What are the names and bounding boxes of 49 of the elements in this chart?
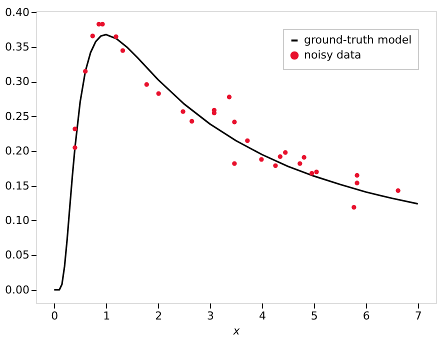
point xyxy=(352,204,356,210)
point xyxy=(354,173,360,178)
point xyxy=(226,94,232,100)
point xyxy=(310,170,314,176)
point xyxy=(283,150,288,155)
legend-label: noisy data xyxy=(304,48,362,62)
line-series xyxy=(53,34,419,291)
point xyxy=(100,22,105,27)
y-tick-label: 0.40 xyxy=(5,6,30,19)
x-tick-label: 4 xyxy=(258,310,266,322)
y-tick-label: 0.35 xyxy=(5,40,30,54)
x-tick-label: 0 xyxy=(51,310,58,322)
y-tick-label: 0.25 xyxy=(5,110,30,123)
x-axis-title: x xyxy=(232,324,240,338)
x-tick-label: 1 xyxy=(103,310,110,322)
legend-label: ground-truth model xyxy=(304,34,412,46)
point xyxy=(302,155,306,160)
y-tick-label: 0.20 xyxy=(5,144,30,158)
point xyxy=(273,163,278,168)
point xyxy=(72,126,78,132)
point xyxy=(396,188,400,193)
y-tick-label: 0.05 xyxy=(5,248,30,262)
point xyxy=(212,110,217,116)
point xyxy=(278,154,282,159)
point xyxy=(190,118,194,124)
y-tick-label: 0.00 xyxy=(5,283,30,296)
point xyxy=(144,82,149,87)
x-tick-label: 7 xyxy=(414,310,422,322)
x-tick-label: 2 xyxy=(155,310,162,322)
point xyxy=(90,34,95,38)
point xyxy=(232,161,237,166)
x-tick-label: 6 xyxy=(362,310,370,322)
point xyxy=(298,161,302,166)
point xyxy=(354,180,360,186)
point xyxy=(245,138,250,144)
y-tick-label: 0.10 xyxy=(5,214,30,227)
x-tick-label: 3 xyxy=(207,310,214,322)
point xyxy=(83,69,88,74)
point xyxy=(314,170,319,174)
point xyxy=(259,157,264,162)
point xyxy=(180,109,186,114)
point xyxy=(232,120,237,124)
point xyxy=(156,91,161,96)
x-tick-label: 5 xyxy=(310,310,318,322)
y-tick-label: 0.15 xyxy=(5,179,30,192)
point xyxy=(114,34,118,40)
point xyxy=(120,48,126,53)
y-tick-label: 0.30 xyxy=(5,75,30,88)
point xyxy=(72,145,78,150)
